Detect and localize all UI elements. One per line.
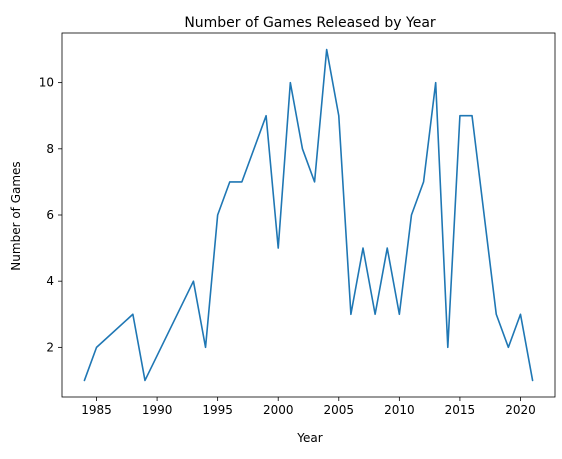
series-line: [84, 50, 532, 381]
x-tick-label: 2015: [445, 403, 476, 417]
y-tick-label: 6: [46, 208, 54, 222]
y-axis-label: Number of Games: [9, 161, 23, 270]
x-axis-label: Year: [296, 431, 322, 445]
x-tick-label: 1985: [81, 403, 112, 417]
axes-frame: [62, 33, 555, 397]
y-tick-label: 10: [39, 76, 54, 90]
y-tick-label: 2: [46, 340, 54, 354]
chart-title: Number of Games Released by Year: [184, 15, 436, 31]
y-tick-label: 4: [46, 274, 54, 288]
x-tick-label: 1990: [142, 403, 173, 417]
x-tick-label: 2020: [505, 403, 536, 417]
x-tick-label: 2010: [384, 403, 415, 417]
y-tick-label: 8: [46, 142, 54, 156]
plot-area: 1985 1990 1995 2000 2005 2010 2015 2020 2 4 6 8 10: [39, 33, 555, 417]
x-tick-label: 2000: [263, 403, 294, 417]
x-tick-label: 1995: [202, 403, 233, 417]
x-tick-label: 2005: [324, 403, 355, 417]
